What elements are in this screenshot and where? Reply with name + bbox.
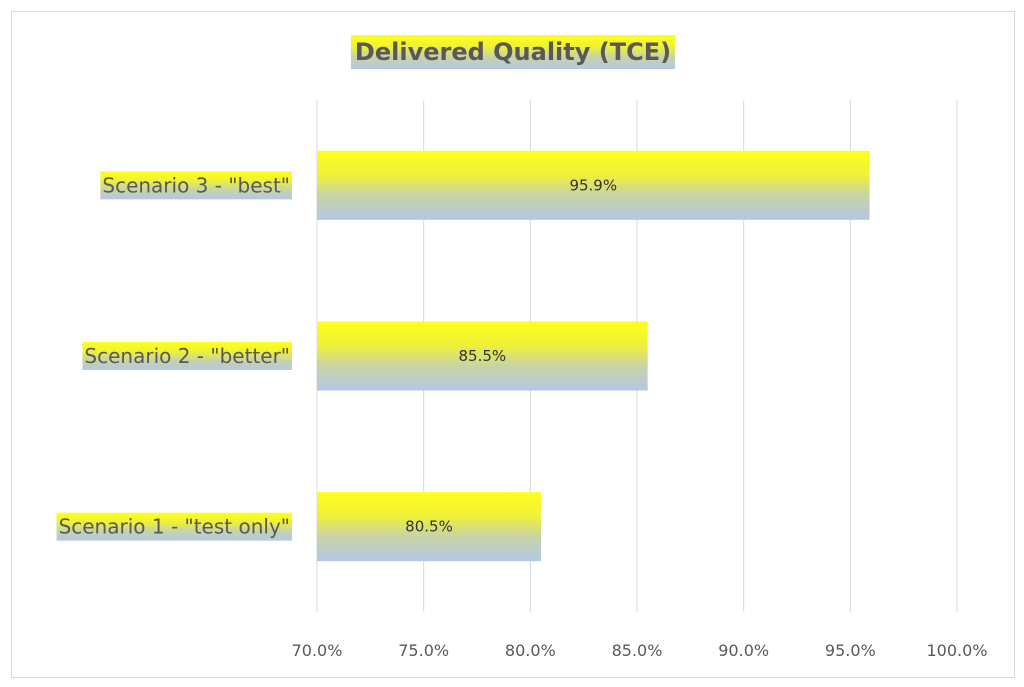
bar bbox=[317, 321, 648, 391]
svg-text:Scenario 3 - "best": Scenario 3 - "best" bbox=[102, 173, 290, 197]
bars: 80.5% 85.5% 95.9% bbox=[317, 150, 870, 562]
bar-chart: 80.5% 85.5% 95.9% Scenario 1 - "test only"… bbox=[56, 35, 988, 660]
svg-text:Scenario 1 - "test only": Scenario 1 - "test only" bbox=[59, 515, 290, 539]
category-label: Scenario 3 - "best" bbox=[100, 171, 292, 200]
x-tick-label: 90.0% bbox=[718, 641, 769, 660]
x-tick-label: 100.0% bbox=[926, 641, 987, 660]
category-label: Scenario 2 - "better" bbox=[82, 342, 292, 370]
x-tick-label: 75.0% bbox=[398, 641, 449, 660]
chart-title-group: Delivered Quality (TCE) bbox=[350, 35, 676, 69]
data-label: 80.5% bbox=[405, 518, 453, 536]
category-label: Scenario 1 - "test only" bbox=[56, 512, 292, 541]
category-labels: Scenario 1 - "test only" Scenario 2 - "be… bbox=[56, 171, 292, 541]
x-tick-labels: 70.0% 75.0% 80.0% 85.0% 90.0% 95.0% 100.0% bbox=[292, 641, 988, 660]
x-tick-label: 80.0% bbox=[505, 641, 556, 660]
bar bbox=[317, 150, 870, 220]
x-tick-label: 70.0% bbox=[292, 641, 343, 660]
data-label: 85.5% bbox=[459, 347, 507, 365]
x-tick-label: 95.0% bbox=[825, 641, 876, 660]
chart-title: Delivered Quality (TCE) bbox=[355, 38, 671, 66]
data-label: 95.9% bbox=[569, 176, 617, 194]
svg-text:Scenario 2 - "better": Scenario 2 - "better" bbox=[84, 344, 290, 368]
bar bbox=[317, 492, 541, 562]
chart-frame: 80.5% 85.5% 95.9% Scenario 1 - "test only"… bbox=[11, 11, 1015, 678]
x-tick-label: 85.0% bbox=[612, 641, 663, 660]
